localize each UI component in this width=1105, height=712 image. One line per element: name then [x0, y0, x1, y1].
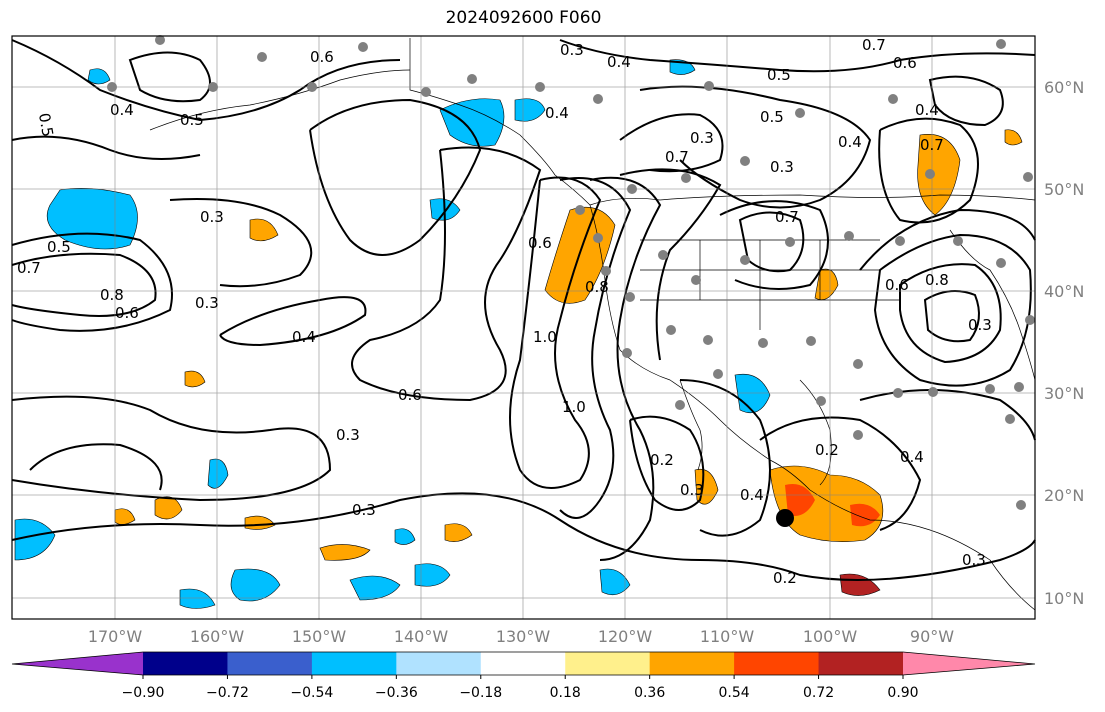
lon-label: 100°W [803, 627, 858, 646]
colorbar-segment [818, 652, 904, 675]
colorbar-tick-label: 0.18 [550, 685, 581, 701]
contour-label: 0.3 [680, 481, 704, 499]
lat-label: 50°N [1044, 180, 1084, 199]
contour-label: 0.7 [920, 136, 944, 154]
contour-label: 0.6 [398, 386, 422, 404]
lon-label: 160°W [190, 627, 245, 646]
contour-label: 0.8 [100, 286, 124, 304]
colorbar-segment [396, 652, 482, 675]
contour-label: 0.3 [200, 208, 224, 226]
contour-label: 0.7 [17, 259, 41, 277]
contour-lines [11, 39, 1036, 581]
lon-label: 170°W [88, 627, 143, 646]
lon-label: 110°W [700, 627, 755, 646]
contour-label: 0.4 [607, 53, 631, 71]
filled-anomalies [14, 59, 1023, 609]
contour-label: 0.5 [767, 66, 791, 84]
colorbar-segment [143, 652, 228, 675]
contour-label: 1.0 [562, 398, 586, 416]
contour-label: 0.5 [47, 238, 71, 256]
contour-label: 0.3 [968, 316, 992, 334]
contour-label: 0.3 [195, 294, 219, 312]
contour-label: 0.4 [545, 104, 569, 122]
contour-label: 0.3 [690, 129, 714, 147]
colorbar-tick-label: 0.54 [719, 685, 750, 701]
contour-labels: 0.5 0.4 0.6 0.3 0.4 0.5 0.7 0.6 0.5 0.4 … [17, 36, 992, 587]
lat-label: 40°N [1044, 282, 1084, 301]
colorbar-segment [734, 652, 820, 675]
contour-label: 0.5 [760, 108, 784, 126]
contour-label: 0.5 [35, 112, 57, 139]
contour-label: 0.4 [292, 328, 316, 346]
grid-lines [12, 36, 1035, 619]
lat-label: 60°N [1044, 78, 1084, 97]
colorbar-segment [311, 652, 397, 675]
lon-label: 130°W [496, 627, 551, 646]
contour-label: 0.7 [775, 208, 799, 226]
contour-label: 0.6 [528, 234, 552, 252]
contour-label: 0.7 [862, 36, 886, 54]
colorbar-segment [227, 652, 313, 675]
contour-label: 0.4 [838, 133, 862, 151]
lon-label: 150°W [292, 627, 347, 646]
colorbar-segment [649, 652, 735, 675]
colorbar-extend-low [12, 652, 143, 675]
contour-label: 0.3 [336, 426, 360, 444]
colorbar-tick-label: 0.72 [803, 685, 834, 701]
colorbar-tick-label: −0.90 [122, 685, 165, 701]
colorbar-extend-high [903, 652, 1035, 675]
lon-labels: 170°W 160°W 150°W 140°W 130°W 120°W 110°… [88, 627, 954, 646]
contour-label: 0.8 [585, 278, 609, 296]
contour-label: 0.3 [770, 158, 794, 176]
storm-marker [776, 509, 794, 527]
lon-label: 120°W [598, 627, 653, 646]
colorbar-tick-label: 0.90 [887, 685, 918, 701]
map-title: 2024092600 F060 [445, 8, 602, 28]
contour-label: 0.5 [180, 111, 204, 129]
contour-label: 1.0 [533, 328, 557, 346]
lon-label: 140°W [394, 627, 449, 646]
contour-label: 0.6 [115, 304, 139, 322]
lat-label: 20°N [1044, 486, 1084, 505]
contour-label: 0.6 [310, 48, 334, 66]
colorbar-tick-label: −0.54 [290, 685, 333, 701]
contour-label: 0.2 [815, 441, 839, 459]
lat-label: 30°N [1044, 384, 1084, 403]
contour-label: 0.6 [885, 276, 909, 294]
colorbar-tick-label: −0.36 [375, 685, 418, 701]
contour-label: 0.7 [665, 148, 689, 166]
colorbar-tick-label: 0.36 [634, 685, 665, 701]
contour-label: 0.4 [900, 448, 924, 466]
colorbar-ticks: −0.90 −0.72 −0.54 −0.36 −0.18 0.18 0.36 0.54 0.7… [122, 675, 919, 701]
map-frame [11, 35, 1036, 620]
contour-label: 0.6 [893, 54, 917, 72]
contour-label: 0.4 [740, 486, 764, 504]
lat-label: 10°N [1044, 589, 1084, 608]
coastlines [149, 38, 1036, 611]
colorbar: −0.90 −0.72 −0.54 −0.36 −0.18 0.18 0.36 0.54 0.7… [11, 651, 1036, 701]
lat-labels: 60°N 50°N 40°N 30°N 20°N 10°N [1044, 78, 1084, 608]
lon-label: 90°W [910, 627, 954, 646]
contour-label: 0.3 [352, 501, 376, 519]
contour-label: 0.2 [773, 569, 797, 587]
contour-label: 0.8 [925, 271, 949, 289]
colorbar-tick-label: −0.18 [459, 685, 502, 701]
contour-label: 0.3 [560, 41, 584, 59]
contour-label: 0.4 [110, 101, 134, 119]
contour-label: 0.2 [650, 451, 674, 469]
colorbar-segment [480, 652, 566, 675]
colorbar-segment [565, 652, 651, 675]
colorbar-segments [12, 652, 1035, 675]
contour-label: 0.3 [962, 551, 986, 569]
station-dots [107, 35, 1035, 510]
colorbar-tick-label: −0.72 [206, 685, 249, 701]
contour-label: 0.4 [915, 101, 939, 119]
